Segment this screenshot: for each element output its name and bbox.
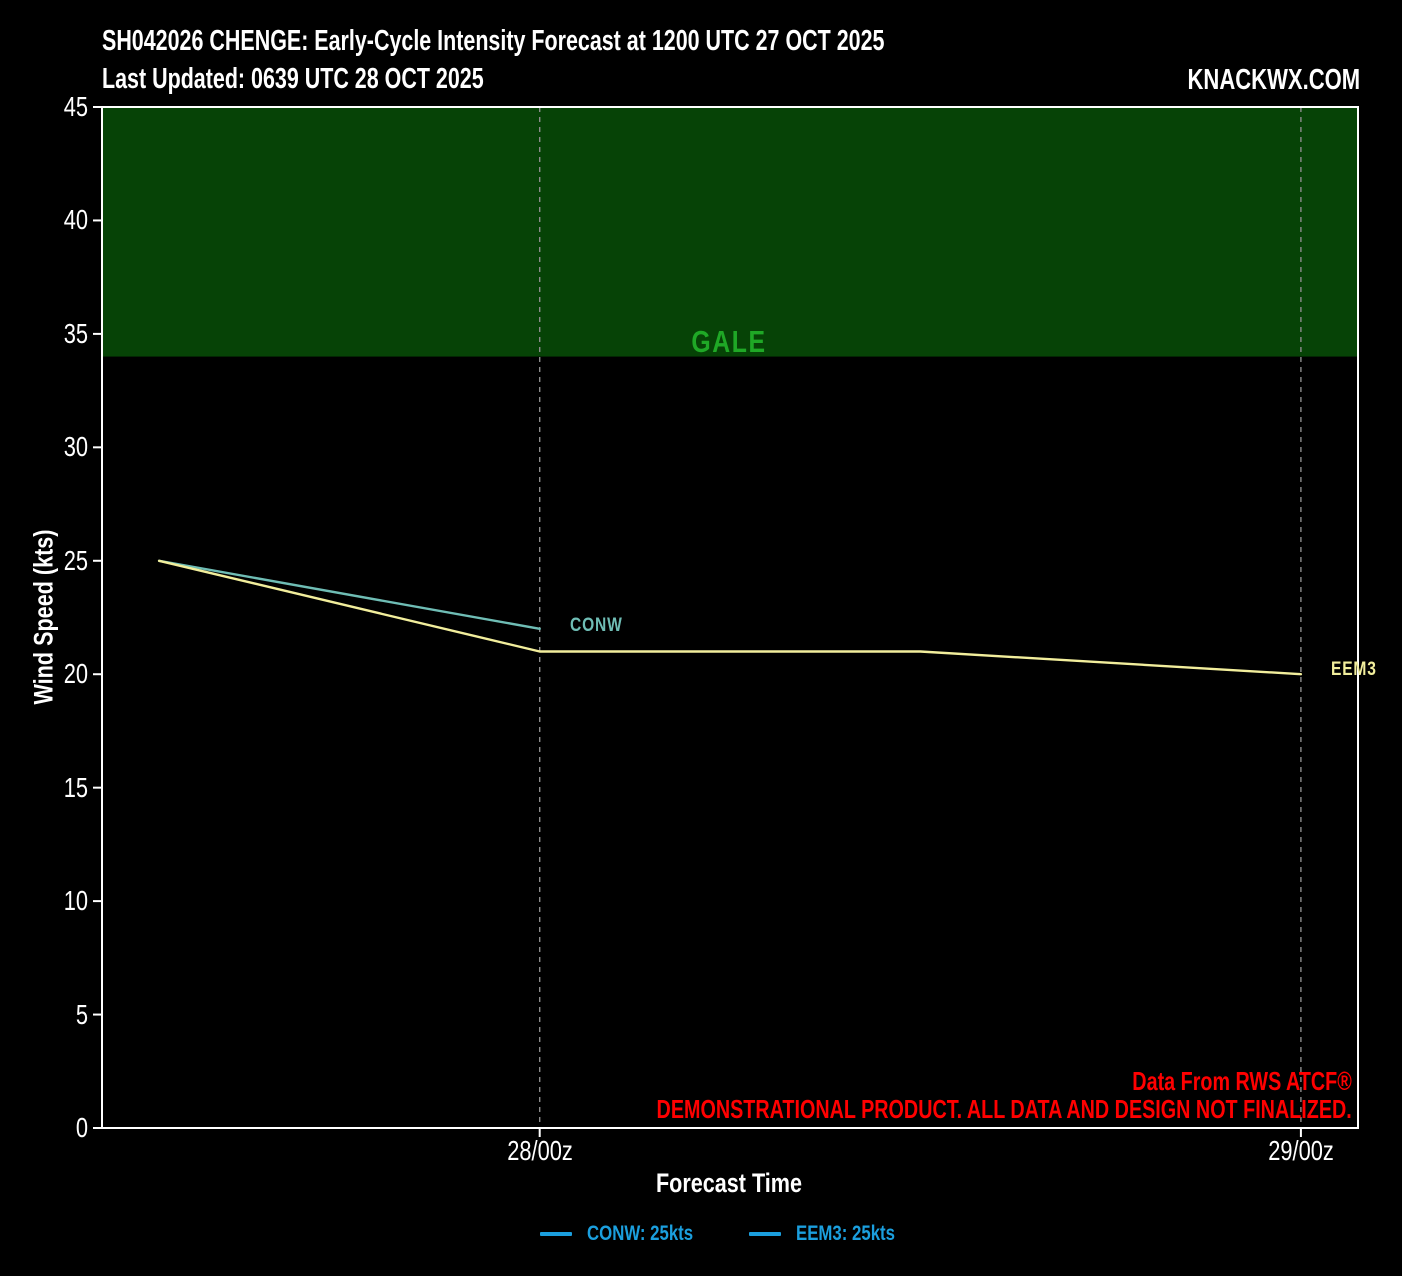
y-tick-0: 0 [75, 1112, 88, 1143]
y-tick-35: 35 [63, 317, 88, 349]
title-line-2: Last Updated: 0639 UTC 28 OCT 2025 [102, 63, 484, 95]
y-tick-15: 15 [63, 771, 88, 803]
brand-watermark: KNACKWX.COM [1187, 64, 1360, 96]
y-tick-30: 30 [63, 431, 88, 463]
legend-item-eem3: EEM3: 25kts [749, 1222, 920, 1246]
legend: CONW: 25kts EEM3: 25kts [0, 1222, 1402, 1246]
y-tick-25: 25 [63, 544, 88, 576]
legend-label-conw: CONW: 25kts [586, 1222, 693, 1245]
plot-border [101, 106, 1359, 1129]
series-line-conw [157, 559, 541, 630]
y-tick-45: 45 [63, 91, 88, 122]
y-tick-5: 5 [75, 998, 88, 1030]
legend-swatch-eem3 [749, 1232, 782, 1236]
legend-label-eem3: EEM3: 25kts [796, 1222, 896, 1245]
data-source-note: Data From RWS ATCF® [1132, 1066, 1352, 1096]
x-axis-label: Forecast Time [655, 1168, 803, 1198]
title-line-1: SH042026 CHENGE: Early-Cycle Intensity F… [102, 25, 885, 57]
series-line-eem3 [157, 559, 1303, 676]
series-label-conw: CONW [570, 615, 623, 636]
y-tick-20: 20 [63, 658, 88, 690]
series-label-eem3: EEM3 [1331, 659, 1377, 680]
threshold-band-gale [102, 107, 1358, 357]
y-tick-40: 40 [63, 204, 88, 236]
y-tick-10: 10 [63, 885, 88, 917]
legend-swatch-conw [539, 1232, 572, 1236]
legend-item-conw: CONW: 25kts [539, 1222, 720, 1246]
gale-band-label: GALE [691, 324, 767, 359]
chart-title: SH042026 CHENGE: Early-Cycle Intensity F… [102, 22, 884, 98]
x-tick-28-00z: 28/00z [507, 1135, 573, 1166]
x-tick-29-00z: 29/00z [1268, 1135, 1334, 1166]
disclaimer-note: DEMONSTRATIONAL PRODUCT. ALL DATA AND DE… [656, 1094, 1352, 1124]
